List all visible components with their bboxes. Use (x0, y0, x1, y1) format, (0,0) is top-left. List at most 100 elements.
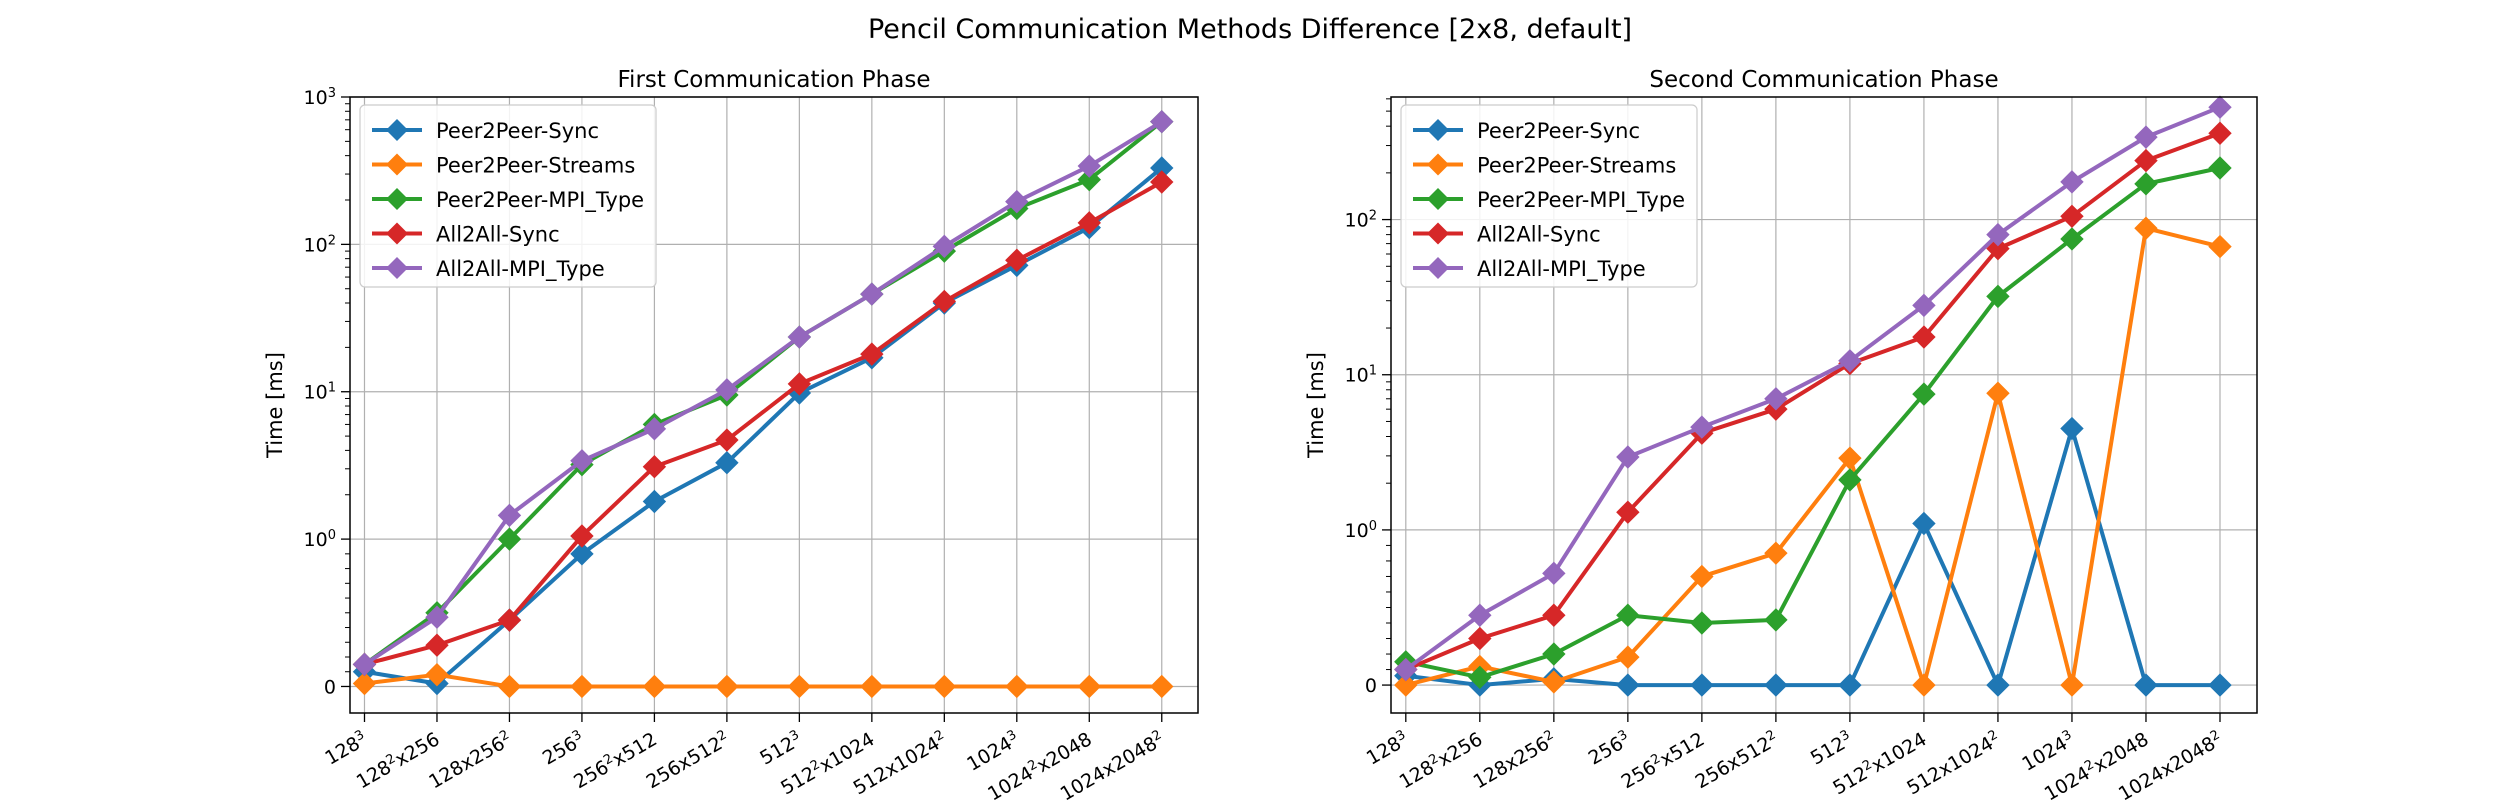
series-line (363, 119, 1163, 667)
data-point (2060, 673, 2084, 697)
y-tick-label: 101 (1345, 364, 1377, 387)
data-point (1912, 382, 1936, 406)
data-point (1838, 468, 1862, 492)
legend-label: Peer2Peer-Streams (1477, 154, 1676, 178)
series-line (1405, 226, 2221, 688)
data-point (1150, 109, 1174, 134)
data-point (497, 608, 522, 632)
data-point (1077, 167, 1101, 192)
series-line (364, 672, 1162, 689)
data-point (642, 454, 667, 479)
data-point (932, 674, 957, 699)
legend-label: Peer2Peer-MPI_Type (1477, 188, 1685, 213)
data-point (1986, 236, 2010, 261)
data-point (1394, 673, 1418, 697)
y-tick-label: 102 (304, 233, 336, 256)
data-point (1690, 564, 1714, 589)
data-point (860, 674, 884, 699)
data-point (1005, 248, 1029, 272)
data-point (1468, 626, 1492, 651)
data-point (570, 542, 594, 566)
data-point (1005, 189, 1029, 214)
legend-label: Peer2Peer-Sync (1477, 119, 1640, 143)
data-point (1764, 541, 1788, 565)
data-point (860, 342, 884, 366)
data-point (1690, 673, 1714, 697)
data-point (352, 652, 377, 677)
y-tick-label: 101 (304, 381, 336, 404)
data-point (642, 489, 667, 514)
legend-label: Peer2Peer-Streams (436, 154, 635, 178)
data-point (715, 674, 739, 699)
data-point (642, 417, 667, 441)
data-point (2134, 673, 2158, 697)
data-point (1912, 325, 1936, 349)
data-point (1690, 415, 1714, 439)
legend-marker (1427, 188, 1449, 210)
y-tick-label: 100 (304, 528, 336, 551)
data-point (1690, 611, 1714, 635)
data-point (1986, 673, 2010, 697)
y-axis-label: Time [ms] (263, 352, 287, 459)
data-point (2208, 673, 2232, 697)
data-point (497, 527, 522, 551)
legend-marker (386, 119, 408, 141)
data-point (2060, 227, 2084, 251)
data-point (1986, 222, 2010, 247)
data-point (1616, 645, 1640, 669)
series-peer2peer-streams (352, 662, 1174, 699)
legend-marker (386, 153, 408, 176)
data-point (1764, 387, 1788, 411)
series-line (1404, 105, 2221, 672)
data-point (1986, 381, 2010, 405)
data-point (1150, 674, 1174, 699)
data-point (2208, 234, 2232, 259)
data-point (642, 674, 667, 699)
data-point (787, 674, 812, 699)
y-tick-label: 0 (1365, 675, 1377, 697)
data-point (2060, 170, 2084, 194)
data-point (1542, 561, 1566, 586)
data-point (497, 503, 522, 528)
legend: Peer2Peer-Sync Peer2Peer-Streams Peer2Peer… (1400, 104, 1698, 288)
data-point (1616, 500, 1640, 524)
legend-label: All2All-Sync (1477, 223, 1601, 247)
data-point (352, 671, 377, 696)
data-point (715, 428, 739, 452)
series-line (1405, 166, 2221, 680)
legend-box (359, 104, 657, 288)
legend-marker (386, 257, 408, 279)
data-point (1077, 674, 1101, 699)
data-point (570, 674, 594, 699)
legend-marker (1427, 153, 1449, 176)
series-peer2peer-mpi-type (1394, 156, 2232, 690)
data-point (425, 605, 449, 629)
data-point (860, 282, 884, 306)
series-line (364, 166, 1164, 686)
legend-marker (1427, 257, 1449, 279)
series-peer2peer-streams (1394, 216, 2232, 697)
data-point (1150, 170, 1174, 194)
chart-title: Second Communication Phase (1649, 67, 1998, 93)
data-point (1077, 154, 1101, 178)
data-point (1912, 673, 1936, 697)
data-point (2134, 148, 2158, 173)
axes-frame (1390, 96, 2258, 714)
data-point (1077, 211, 1101, 235)
data-point (1616, 603, 1640, 627)
data-point (715, 450, 739, 475)
legend-label: All2All-MPI_Type (436, 257, 605, 282)
data-point (1616, 445, 1640, 469)
data-point (1764, 673, 1788, 697)
legend-marker (386, 222, 408, 245)
data-point (1838, 349, 1862, 373)
data-point (570, 449, 594, 473)
chart-title: First Communication Phase (618, 67, 931, 93)
data-point (2060, 416, 2084, 441)
y-tick-label: 102 (1345, 209, 1377, 232)
series-all2all-mpi-type (1394, 95, 2232, 682)
y-axis-label: Time [ms] (1304, 352, 1328, 459)
legend-marker (386, 188, 408, 210)
series-all2all-mpi-type (352, 109, 1174, 677)
